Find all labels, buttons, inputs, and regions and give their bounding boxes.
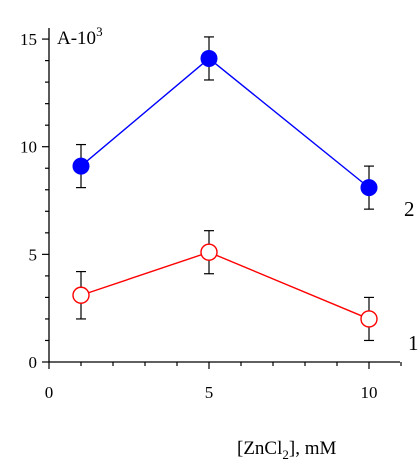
y-tick-label: 10: [20, 138, 37, 157]
series-label-2: 2: [404, 197, 415, 221]
data-point: [360, 179, 378, 197]
series-label-1: 1: [408, 331, 419, 355]
x-tick-label: 5: [205, 383, 214, 402]
series-layer: [72, 36, 378, 342]
data-point: [200, 243, 218, 261]
data-point: [72, 286, 90, 304]
series-line-2: [80, 57, 370, 189]
x-axis-label: [ZnCl2], mM: [237, 438, 336, 462]
x-ticks: 0 5 10: [45, 362, 402, 402]
data-point: [200, 49, 218, 67]
y-tick-label: 5: [29, 245, 38, 264]
series-2: [72, 36, 378, 210]
series-1: [72, 230, 378, 342]
y-tick-label: 0: [29, 353, 38, 372]
axes: [48, 28, 400, 363]
data-point: [360, 310, 378, 328]
x-tick-label: 10: [361, 383, 378, 402]
y-tick-label: 15: [20, 30, 37, 49]
data-point: [72, 157, 90, 175]
y-ticks: 0 5 10 15: [20, 30, 49, 372]
y-axis-label: A-103: [57, 24, 103, 49]
series-line-1: [80, 251, 370, 320]
x-tick-label: 0: [45, 383, 54, 402]
